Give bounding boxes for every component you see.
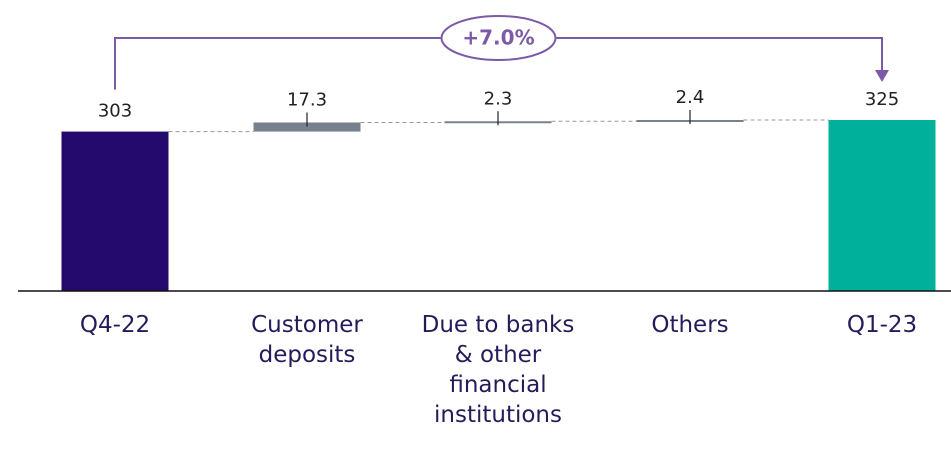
bar [61,131,169,291]
bar [253,122,361,132]
bar [828,120,936,291]
annotation: +7.0% [462,26,534,50]
annotation-oval [440,15,557,61]
value-label: 2.3 [484,88,513,109]
value-label: 2.4 [676,87,705,108]
category-label: Due to banks & other financial instituti… [421,312,575,428]
category-label: Q1-23 [846,312,918,338]
arrow-head [875,70,889,82]
value-label: 325 [865,89,899,110]
category-label: Others [651,312,729,338]
category-label: Q4-22 [79,312,151,338]
bracket [114,37,883,90]
category-label: Customer deposits [251,312,363,368]
value-label: 303 [98,101,132,122]
value-label: 17.3 [287,89,327,110]
